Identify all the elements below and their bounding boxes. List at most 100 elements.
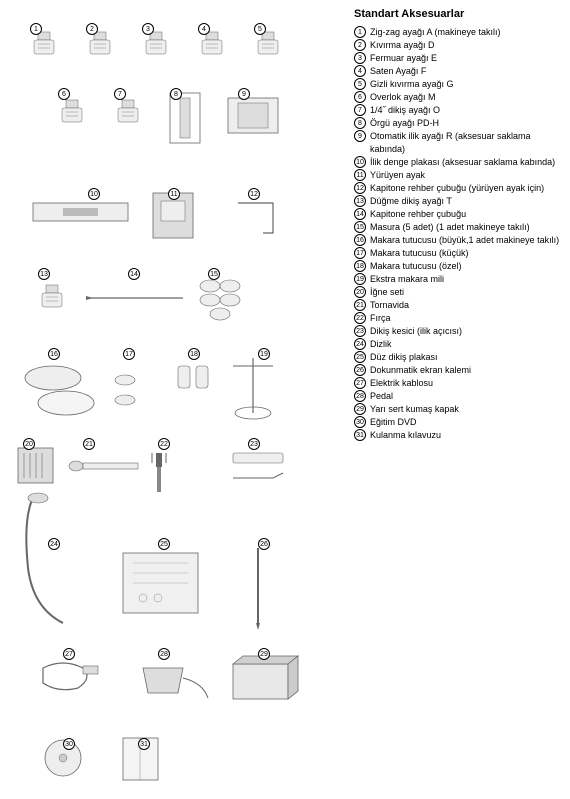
list-item: 23 Dikiş kesici (ilik açıcısı) bbox=[354, 325, 566, 338]
list-item: 25Düz dikiş plakası bbox=[354, 351, 566, 364]
list-item: 6 Overlok ayağı M bbox=[354, 91, 566, 104]
diagram-panel: 1234567891011121314151617181920212223242… bbox=[0, 0, 350, 799]
list-item: 8Örgü ayağı PD-H bbox=[354, 117, 566, 130]
diagram-number: 19 bbox=[258, 348, 270, 360]
diagram-number: 3 bbox=[142, 23, 154, 35]
list-panel: Standart Aksesuarlar 1Zig-zag ayağı A (m… bbox=[350, 0, 570, 799]
list-item: 9Otomatik ilik ayağı R (aksesuar saklama… bbox=[354, 130, 566, 156]
list-item: 26Dokunmatik ekran kalemi bbox=[354, 364, 566, 377]
item-number: 25 bbox=[354, 351, 366, 363]
diagram-number: 21 bbox=[83, 438, 95, 450]
item-number: 4 bbox=[354, 65, 366, 77]
item-label: Makara tutucusu (büyük,1 adet makineye t… bbox=[370, 235, 559, 245]
item-number: 8 bbox=[354, 117, 366, 129]
item-number: 6 bbox=[354, 91, 366, 103]
list-item: 4Saten Ayağı F bbox=[354, 65, 566, 78]
item-label: Gizli kıvırma ayağı G bbox=[370, 79, 454, 89]
item-label: Overlok ayağı M bbox=[370, 92, 436, 102]
diagram-number: 1 bbox=[30, 23, 42, 35]
diagram-number: 31 bbox=[138, 738, 150, 750]
item-label: Makara tutucusu (özel) bbox=[370, 261, 462, 271]
diagram-number: 23 bbox=[248, 438, 260, 450]
item-number: 14 bbox=[354, 208, 366, 220]
diagram-number: 15 bbox=[208, 268, 220, 280]
list-item: 30 Eğitim DVD bbox=[354, 416, 566, 429]
item-number: 29 bbox=[354, 403, 366, 415]
list-item: 13 Düğme dikiş ayağı T bbox=[354, 195, 566, 208]
item-label: Düğme dikiş ayağı T bbox=[370, 196, 452, 206]
diagram-number: 13 bbox=[38, 268, 50, 280]
item-label: Pedal bbox=[370, 391, 393, 401]
diagram-number: 28 bbox=[158, 648, 170, 660]
diagram-number: 20 bbox=[23, 438, 35, 450]
list-item: 29Yarı sert kumaş kapak bbox=[354, 403, 566, 416]
item-label: 1/4˝ dikiş ayağı O bbox=[370, 105, 440, 115]
item-label: Eğitim DVD bbox=[370, 417, 417, 427]
item-number: 23 bbox=[354, 325, 366, 337]
item-label: Tornavida bbox=[370, 300, 409, 310]
item-number: 19 bbox=[354, 273, 366, 285]
item-number: 15 bbox=[354, 221, 366, 233]
item-label: Ekstra makara mili bbox=[370, 274, 444, 284]
list-item: 15 Masura (5 adet) (1 adet makineye takıl… bbox=[354, 221, 566, 234]
list-item: 11Yürüyen ayak bbox=[354, 169, 566, 182]
diagram-number: 10 bbox=[88, 188, 100, 200]
diagram-number: 9 bbox=[238, 88, 250, 100]
list-item: 14 Kapitone rehber çubuğu bbox=[354, 208, 566, 221]
diagram-number: 29 bbox=[258, 648, 270, 660]
list-item: 12Kapitone rehber çubuğu (yürüyen ayak i… bbox=[354, 182, 566, 195]
item-label: Zig-zag ayağı A (makineye takılı) bbox=[370, 27, 501, 37]
diagram-number: 26 bbox=[258, 538, 270, 550]
item-number: 10 bbox=[354, 156, 366, 168]
list-item: 22 Fırça bbox=[354, 312, 566, 325]
list-item: 16Makara tutucusu (büyük,1 adet makineye… bbox=[354, 234, 566, 247]
diagram-number: 25 bbox=[158, 538, 170, 550]
item-number: 31 bbox=[354, 429, 366, 441]
accessories-diagram: 1234567891011121314151617181920212223242… bbox=[8, 8, 342, 791]
item-label: Kulanma kılavuzu bbox=[370, 430, 441, 440]
item-label: Yürüyen ayak bbox=[370, 170, 425, 180]
item-number: 1 bbox=[354, 26, 366, 38]
diagram-number: 18 bbox=[188, 348, 200, 360]
item-label: Dokunmatik ekran kalemi bbox=[370, 365, 471, 375]
diagram-number: 11 bbox=[168, 188, 180, 200]
item-label: Fırça bbox=[370, 313, 391, 323]
item-number: 24 bbox=[354, 338, 366, 350]
item-label: Elektrik kablosu bbox=[370, 378, 433, 388]
list-item: 2 Kıvırma ayağı D bbox=[354, 39, 566, 52]
list-item: 24 Dizlik bbox=[354, 338, 566, 351]
item-number: 21 bbox=[354, 299, 366, 311]
item-label: Masura (5 adet) (1 adet makineye takılı) bbox=[370, 222, 530, 232]
diagram-number: 4 bbox=[198, 23, 210, 35]
list-item: 10 İlik denge plakası (aksesuar saklama k… bbox=[354, 156, 566, 169]
diagram-number: 6 bbox=[58, 88, 70, 100]
item-number: 30 bbox=[354, 416, 366, 428]
list-item: 5 Gizli kıvırma ayağı G bbox=[354, 78, 566, 91]
item-label: Dizlik bbox=[370, 339, 392, 349]
item-label: Otomatik ilik ayağı R (aksesuar saklama … bbox=[370, 131, 531, 154]
item-label: İlik denge plakası (aksesuar saklama kab… bbox=[370, 157, 555, 167]
item-number: 22 bbox=[354, 312, 366, 324]
diagram-number: 8 bbox=[170, 88, 182, 100]
item-label: Kapitone rehber çubuğu bbox=[370, 209, 466, 219]
item-number: 2 bbox=[354, 39, 366, 51]
item-label: Fermuar ayağı E bbox=[370, 53, 437, 63]
list-item: 18Makara tutucusu (özel) bbox=[354, 260, 566, 273]
item-number: 5 bbox=[354, 78, 366, 90]
item-label: Kıvırma ayağı D bbox=[370, 40, 435, 50]
diagram-number: 30 bbox=[63, 738, 75, 750]
list-item: 19 Ekstra makara mili bbox=[354, 273, 566, 286]
diagram-number: 22 bbox=[158, 438, 170, 450]
item-label: Makara tutucusu (küçük) bbox=[370, 248, 469, 258]
item-number: 28 bbox=[354, 390, 366, 402]
list-item: 17 Makara tutucusu (küçük) bbox=[354, 247, 566, 260]
item-label: Dikiş kesici (ilik açıcısı) bbox=[370, 326, 462, 336]
diagram-number: 16 bbox=[48, 348, 60, 360]
item-number: 7 bbox=[354, 104, 366, 116]
item-number: 13 bbox=[354, 195, 366, 207]
list-item: 31 Kulanma kılavuzu bbox=[354, 429, 566, 442]
item-label: Kapitone rehber çubuğu (yürüyen ayak içi… bbox=[370, 183, 544, 193]
item-number: 17 bbox=[354, 247, 366, 259]
diagram-number: 5 bbox=[254, 23, 266, 35]
diagram-number: 7 bbox=[114, 88, 126, 100]
